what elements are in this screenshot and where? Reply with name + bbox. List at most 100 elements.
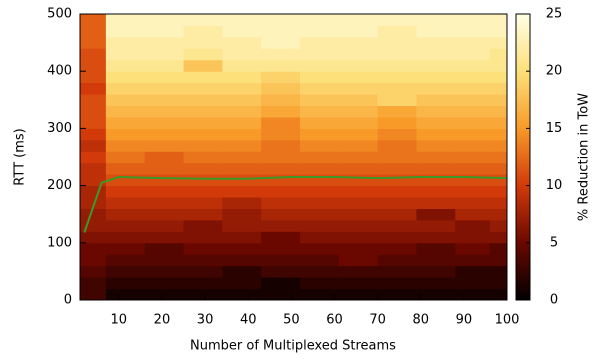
heat-cell xyxy=(105,174,146,187)
heat-cell xyxy=(144,128,185,141)
heat-cell xyxy=(489,254,508,267)
heat-cell xyxy=(416,162,456,175)
heat-cell xyxy=(183,254,223,267)
heat-cell xyxy=(261,139,301,152)
heat-cell xyxy=(338,254,379,267)
heat-cell xyxy=(416,277,456,290)
line xyxy=(83,176,508,233)
heat-cell xyxy=(105,208,146,221)
heat-cell xyxy=(338,162,379,175)
heat-cell xyxy=(489,48,508,61)
heat-cell xyxy=(455,219,491,232)
heat-cell xyxy=(183,174,223,187)
heat-cell xyxy=(80,139,107,152)
heat-cell xyxy=(338,174,379,187)
heat-cell xyxy=(261,185,301,198)
heat-cell xyxy=(377,48,417,61)
heat-cell xyxy=(377,254,417,267)
heat-cell xyxy=(222,48,262,61)
heat-cell xyxy=(222,94,262,107)
heat-cell xyxy=(416,197,456,209)
heat-cell xyxy=(222,139,262,152)
heat-cell xyxy=(455,231,491,244)
y-tick-label: 300 xyxy=(47,121,72,136)
heat-cell xyxy=(489,265,508,278)
heat-cell xyxy=(261,242,301,255)
heat-cell xyxy=(183,48,223,61)
heat-cell xyxy=(416,105,456,118)
heat-cell xyxy=(80,242,107,255)
heat-cell xyxy=(455,242,491,255)
heat-cell xyxy=(416,48,456,61)
heat-cell xyxy=(105,219,146,232)
heat-cell xyxy=(377,128,417,141)
heat-cell xyxy=(80,36,107,49)
heat-cell xyxy=(144,139,185,152)
heat-cell xyxy=(105,185,146,198)
heat-cell xyxy=(144,48,185,61)
heat-cell xyxy=(489,288,508,301)
heat-cell xyxy=(489,36,508,49)
heat-cell xyxy=(261,48,301,61)
heat-cell xyxy=(261,14,301,26)
heat-cell xyxy=(144,36,185,49)
heat-cell xyxy=(144,197,185,209)
heat-cell xyxy=(80,59,107,72)
heat-cell xyxy=(377,208,417,221)
heat-cell xyxy=(261,128,301,141)
heat-cell xyxy=(80,208,107,221)
y-tick-label: 400 xyxy=(47,64,72,79)
heat-cell xyxy=(222,254,262,267)
heat-cell xyxy=(261,151,301,164)
heat-cell xyxy=(80,277,107,290)
heat-cell xyxy=(338,116,379,129)
x-tick-label: 10 xyxy=(111,313,128,328)
heat-cell xyxy=(144,25,185,38)
heat-cell xyxy=(144,105,185,118)
heat-cell xyxy=(338,277,379,290)
heat-cell xyxy=(105,71,146,84)
heat-cell xyxy=(261,59,301,72)
heat-cell xyxy=(105,254,146,267)
heat-cell xyxy=(183,105,223,118)
heat-cell xyxy=(299,219,340,232)
heat-cell xyxy=(144,94,185,107)
heat-cell xyxy=(338,208,379,221)
heat-cell xyxy=(144,277,185,290)
heat-cell xyxy=(144,265,185,278)
heat-cell xyxy=(144,162,185,175)
y-tick-label: 200 xyxy=(47,178,72,193)
x-tick-label: 60 xyxy=(326,313,343,328)
heat-cell xyxy=(299,174,340,187)
heat-cell xyxy=(338,265,379,278)
heat-cell xyxy=(222,162,262,175)
heat-cell xyxy=(299,116,340,129)
heat-cell xyxy=(144,254,185,267)
heat-cell xyxy=(489,219,508,232)
heat-cell xyxy=(105,48,146,61)
x-axis-label: Number of Multiplexed Streams xyxy=(190,339,396,354)
heat-cell xyxy=(105,242,146,255)
heat-cell xyxy=(299,105,340,118)
colorbar-tick-label: 25 xyxy=(546,7,563,22)
heat-cell xyxy=(80,116,107,129)
heat-cell xyxy=(416,14,456,26)
heat-cell xyxy=(261,82,301,95)
heat-cell xyxy=(105,128,146,141)
heat-cell xyxy=(80,71,107,84)
heat-cell xyxy=(338,25,379,38)
heat-cell xyxy=(455,14,491,26)
heat-cell xyxy=(489,185,508,198)
heat-cell xyxy=(183,242,223,255)
heat-cell xyxy=(105,82,146,95)
heat-cell xyxy=(338,14,379,26)
heat-cell xyxy=(80,254,107,267)
heat-cell xyxy=(338,151,379,164)
heat-cell xyxy=(80,48,107,61)
heat-cell xyxy=(80,219,107,232)
heat-cell xyxy=(455,48,491,61)
heat-cell xyxy=(80,128,107,141)
heat-cell xyxy=(377,242,417,255)
heat-cell xyxy=(416,185,456,198)
heat-cell xyxy=(489,25,508,38)
